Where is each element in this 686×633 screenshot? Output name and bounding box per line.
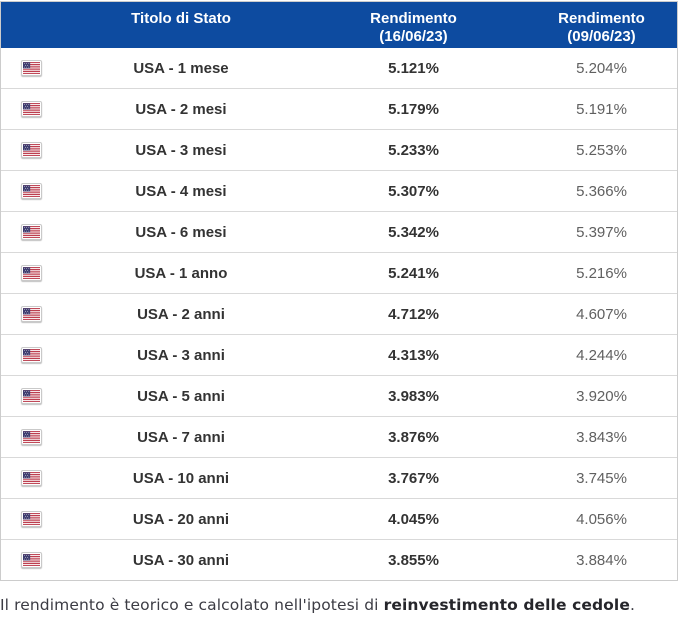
footnote-period: .: [629, 596, 635, 614]
bond-name: USA - 6 mesi: [135, 223, 227, 241]
bond-name: USA - 10 anni: [132, 469, 230, 487]
yield-current: 5.233%: [388, 141, 439, 159]
flag-cell: [1, 142, 61, 158]
header-flag-spacer: [1, 2, 61, 10]
table-row: USA - 20 anni 4.045% 4.056%: [1, 498, 677, 539]
yield-current: 5.307%: [388, 182, 439, 200]
flag-cell: [1, 101, 61, 117]
usa-flag-icon: [20, 306, 42, 322]
table-row: USA - 5 anni 3.983% 3.920%: [1, 375, 677, 416]
table-body: USA - 1 mese 5.121% 5.204%: [1, 48, 677, 580]
column-header-titolo-di-stato: Titolo di Stato: [61, 2, 301, 28]
yield-previous: 3.843%: [576, 428, 627, 446]
bond-name: USA - 20 anni: [132, 510, 230, 528]
yield-current: 3.983%: [388, 387, 439, 405]
usa-flag-icon: [20, 429, 42, 445]
bond-yield-table: Titolo di Stato Rendimento (16/06/23) Re…: [0, 1, 678, 581]
yield-previous: 5.204%: [576, 59, 627, 77]
usa-flag-icon: [20, 552, 42, 568]
flag-cell: [1, 183, 61, 199]
flag-cell: [1, 552, 61, 568]
bond-name: USA - 3 mesi: [135, 141, 227, 159]
usa-flag-icon: [20, 183, 42, 199]
yield-previous: 5.191%: [576, 100, 627, 118]
usa-flag-icon: [20, 347, 42, 363]
table-row: USA - 1 mese 5.121% 5.204%: [1, 48, 677, 88]
yield-current: 4.313%: [388, 346, 439, 364]
table-header-row: Titolo di Stato Rendimento (16/06/23) Re…: [1, 2, 677, 48]
flag-cell: [1, 306, 61, 322]
table-row: USA - 3 anni 4.313% 4.244%: [1, 334, 677, 375]
yield-previous: 4.607%: [576, 305, 627, 323]
footnote: Il rendimento è teorico e calcolato nell…: [0, 596, 686, 614]
table-row: USA - 3 mesi 5.233% 5.253%: [1, 129, 677, 170]
yield-current: 4.045%: [388, 510, 439, 528]
flag-cell: [1, 265, 61, 281]
column-header-label: Titolo di Stato: [131, 10, 231, 27]
flag-cell: [1, 347, 61, 363]
usa-flag-icon: [20, 511, 42, 527]
bond-name: USA - 2 mesi: [135, 100, 227, 118]
column-header-date: (09/06/23): [567, 28, 636, 45]
table-row: USA - 6 mesi 5.342% 5.397%: [1, 211, 677, 252]
yield-previous: 3.884%: [576, 551, 627, 569]
usa-flag-icon: [20, 142, 42, 158]
usa-flag-icon: [20, 265, 42, 281]
usa-flag-icon: [20, 60, 42, 76]
flag-cell: [1, 429, 61, 445]
footnote-regular-text: Il rendimento è teorico e calcolato nell…: [0, 596, 384, 614]
yield-current: 3.855%: [388, 551, 439, 569]
usa-flag-icon: [20, 101, 42, 117]
bond-name: USA - 7 anni: [137, 428, 225, 446]
bond-name: USA - 1 mese: [133, 59, 229, 77]
bond-name: USA - 5 anni: [137, 387, 225, 405]
flag-cell: [1, 470, 61, 486]
yield-previous: 3.745%: [576, 469, 627, 487]
yield-current: 5.179%: [388, 100, 439, 118]
bond-name: USA - 30 anni: [132, 551, 230, 569]
yield-current: 3.876%: [388, 428, 439, 446]
yield-current: 5.241%: [388, 264, 439, 282]
bond-name: USA - 4 mesi: [135, 182, 227, 200]
yield-current: 5.121%: [388, 59, 439, 77]
bond-name: USA - 3 anni: [137, 346, 225, 364]
column-header-date: (16/06/23): [379, 28, 448, 45]
bond-name: USA - 1 anno: [134, 264, 228, 282]
table-row: USA - 10 anni 3.767% 3.745%: [1, 457, 677, 498]
table-row: USA - 2 anni 4.712% 4.607%: [1, 293, 677, 334]
usa-flag-icon: [20, 388, 42, 404]
yield-current: 5.342%: [388, 223, 439, 241]
usa-flag-icon: [20, 224, 42, 240]
table-row: USA - 1 anno 5.241% 5.216%: [1, 252, 677, 293]
yield-current: 4.712%: [388, 305, 439, 323]
yield-previous: 5.216%: [576, 264, 627, 282]
table-row: USA - 4 mesi 5.307% 5.366%: [1, 170, 677, 211]
flag-cell: [1, 60, 61, 76]
column-header-rendimento-current: Rendimento (16/06/23): [301, 2, 526, 46]
yield-previous: 4.244%: [576, 346, 627, 364]
yield-previous: 4.056%: [576, 510, 627, 528]
flag-cell: [1, 224, 61, 240]
usa-flag-icon: [20, 470, 42, 486]
yield-previous: 3.920%: [576, 387, 627, 405]
yield-previous: 5.366%: [576, 182, 627, 200]
table-row: USA - 7 anni 3.876% 3.843%: [1, 416, 677, 457]
table-row: USA - 2 mesi 5.179% 5.191%: [1, 88, 677, 129]
bond-name: USA - 2 anni: [137, 305, 225, 323]
table-row: USA - 30 anni 3.855% 3.884%: [1, 539, 677, 580]
flag-cell: [1, 511, 61, 527]
yield-current: 3.767%: [388, 469, 439, 487]
column-header-label: Rendimento: [370, 10, 457, 27]
yield-previous: 5.253%: [576, 141, 627, 159]
yield-previous: 5.397%: [576, 223, 627, 241]
flag-cell: [1, 388, 61, 404]
footnote-bold-text: reinvestimento delle cedole: [383, 596, 630, 614]
column-header-rendimento-previous: Rendimento (09/06/23): [526, 2, 677, 46]
column-header-label: Rendimento: [558, 10, 645, 27]
